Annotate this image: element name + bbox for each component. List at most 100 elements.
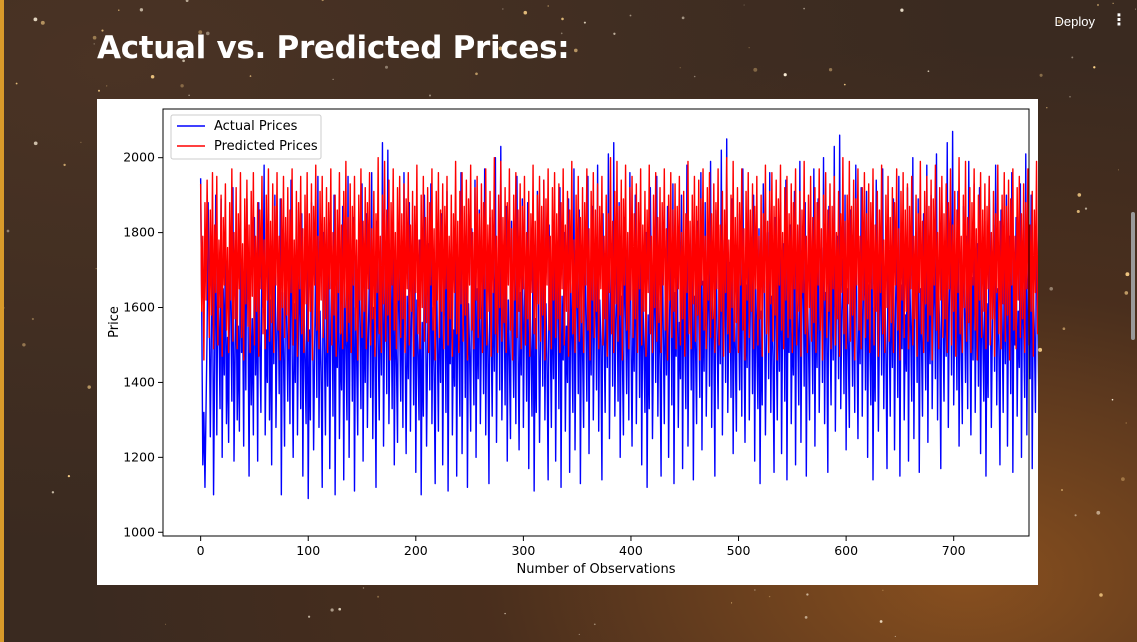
x-tick-label: 400 (619, 543, 643, 558)
star (332, 78, 334, 80)
star (804, 616, 808, 619)
plot-lines (199, 130, 1038, 500)
x-tick-label: 100 (296, 543, 320, 558)
star (1060, 488, 1064, 492)
star (1099, 593, 1103, 597)
star (22, 343, 26, 347)
star (150, 74, 155, 79)
y-tick-label: 1200 (123, 449, 155, 464)
star (40, 20, 45, 25)
star (1125, 272, 1130, 277)
star (95, 268, 97, 270)
deploy-button[interactable]: Deploy (1054, 13, 1095, 29)
star (1112, 2, 1114, 4)
star (180, 84, 184, 88)
star (693, 75, 696, 78)
y-tick-label: 1600 (123, 300, 155, 315)
star (51, 491, 55, 494)
star (1117, 169, 1119, 171)
star (679, 67, 681, 69)
plot-frame (162, 108, 1030, 537)
star (803, 7, 805, 10)
star (1057, 19, 1062, 24)
star (63, 163, 66, 167)
star (1046, 107, 1048, 109)
x-tick-label: 500 (727, 543, 751, 558)
star (1084, 207, 1088, 210)
star (249, 75, 252, 77)
star (1124, 291, 1129, 295)
star (1038, 347, 1043, 352)
star (927, 70, 930, 73)
star (843, 83, 846, 86)
y-tick-label: 1800 (123, 225, 155, 240)
star (185, 0, 189, 2)
y-axis-label: Price (107, 306, 122, 338)
x-tick-label: 0 (197, 543, 205, 558)
y-axis-ticks: 1000 1200 1400 1600 1800 2000 (123, 150, 163, 539)
star (783, 73, 787, 77)
star (33, 17, 38, 22)
x-tick-label: 200 (404, 543, 428, 558)
star (33, 141, 38, 146)
star (900, 8, 904, 12)
star (754, 589, 756, 591)
star (182, 59, 185, 63)
star (31, 317, 35, 321)
legend-label-actual: Actual Prices (214, 119, 298, 134)
x-tick-label: 300 (511, 543, 535, 558)
star (98, 89, 100, 92)
star (828, 68, 833, 72)
star (1039, 73, 1043, 77)
y-tick-label: 1000 (123, 524, 155, 539)
star (92, 35, 97, 40)
star (498, 46, 503, 51)
series-line-predicted (199, 156, 1038, 361)
star (101, 29, 104, 32)
kebab-menu-icon[interactable]: ⋮ (1111, 12, 1127, 29)
star (321, 0, 324, 2)
x-axis-label: Number of Observations (517, 562, 676, 577)
left-accent-bar (0, 0, 4, 642)
scrollbar-thumb[interactable] (1131, 212, 1135, 340)
x-axis-ticks: 0 100 200 300 400 500 600 700 (197, 536, 966, 558)
star (879, 620, 883, 623)
star (560, 32, 563, 35)
star (118, 9, 120, 11)
star (753, 67, 758, 72)
star (106, 85, 108, 87)
page-title: Actual vs. Predicted Prices: (97, 30, 570, 66)
star (1096, 510, 1101, 515)
x-tick-label: 700 (942, 543, 966, 558)
top-toolbar: Deploy ⋮ (1055, 10, 1127, 32)
page-scrollbar[interactable] (1129, 0, 1137, 642)
star (475, 72, 478, 76)
chart-card: 0 100 200 300 400 500 600 700 1000 1200 1400 1600 1… (97, 99, 1038, 585)
star (502, 8, 504, 10)
star (731, 602, 733, 604)
star (338, 607, 342, 611)
star (629, 14, 632, 17)
legend-label-predicted: Predicted Prices (214, 139, 318, 154)
star (504, 612, 506, 615)
star (198, 30, 203, 34)
star (349, 41, 351, 43)
star (165, 623, 167, 625)
star (593, 623, 596, 626)
star (205, 31, 210, 36)
legend-box (170, 114, 322, 160)
star (188, 94, 190, 96)
star (547, 5, 549, 7)
star (307, 615, 311, 618)
star (1111, 398, 1114, 401)
star (806, 593, 809, 596)
star (681, 16, 685, 20)
star (1076, 209, 1080, 214)
star (430, 56, 434, 60)
star (1093, 66, 1096, 69)
star (1071, 56, 1074, 59)
star (523, 10, 528, 15)
star (6, 229, 10, 233)
star (93, 43, 95, 45)
star (1074, 514, 1077, 517)
